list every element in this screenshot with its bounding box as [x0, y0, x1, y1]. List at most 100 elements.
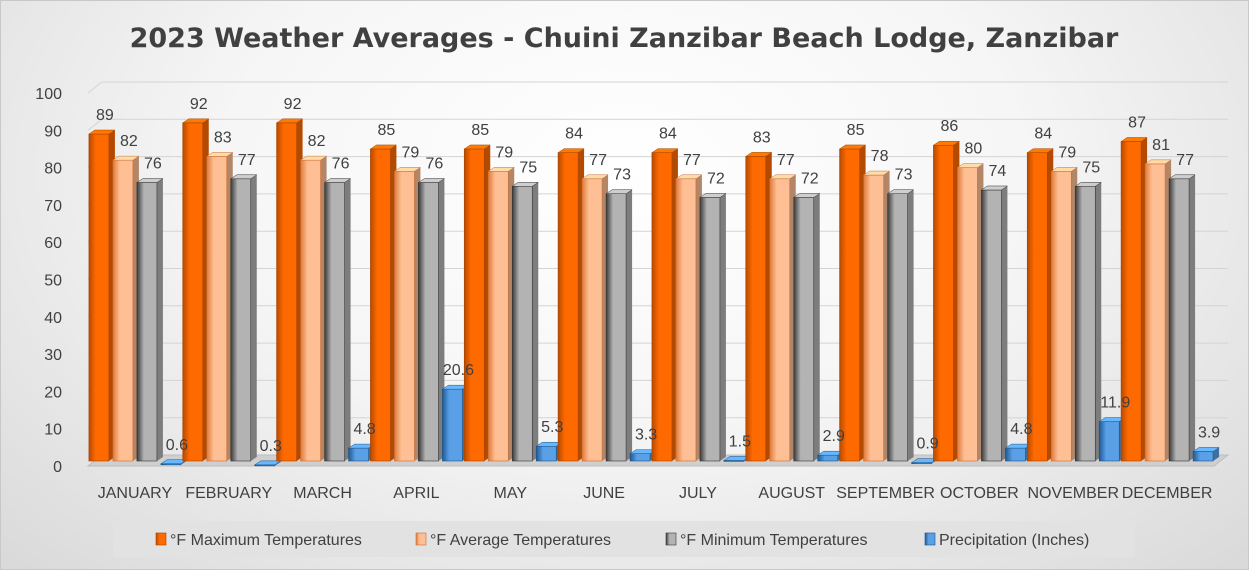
bar-front [511, 185, 533, 462]
bar-top [275, 118, 304, 124]
category-label: JULY [679, 485, 717, 502]
bar-front [581, 178, 603, 462]
bar [932, 140, 961, 462]
category-label: OCTOBER [940, 485, 1019, 502]
data-label: 73 [895, 167, 913, 184]
data-label: 85 [471, 122, 489, 139]
data-label: 73 [613, 167, 631, 184]
bar-top [1144, 159, 1172, 165]
bar-front [136, 182, 158, 462]
data-label: 4.8 [1010, 421, 1032, 438]
bar [88, 129, 116, 462]
data-label: 81 [1152, 137, 1170, 154]
bar-top [369, 144, 398, 150]
bar [792, 193, 821, 462]
data-label: 0.9 [916, 436, 938, 453]
data-label: 82 [120, 133, 138, 150]
category-label: APRIL [393, 485, 439, 502]
data-label: 77 [238, 152, 256, 169]
bar-front [793, 197, 815, 462]
bar [675, 174, 703, 462]
legend-background [113, 521, 1135, 557]
data-label: 0.3 [260, 438, 282, 455]
bar [369, 144, 398, 462]
bar-front [1098, 421, 1120, 462]
data-label: 85 [378, 122, 396, 139]
data-label: 80 [965, 141, 983, 158]
category-label: MARCH [293, 485, 352, 502]
bar-front [348, 447, 369, 462]
data-label: 20.6 [443, 362, 474, 379]
bar [980, 185, 1009, 462]
bar [205, 152, 234, 462]
bar [299, 155, 328, 462]
bar-top [136, 178, 164, 183]
data-label: 11.9 [1100, 395, 1130, 412]
data-label: 0.6 [166, 437, 188, 454]
bar [511, 182, 540, 462]
bar-front [463, 148, 485, 462]
bar-top [651, 148, 679, 153]
bar-side [719, 193, 726, 461]
bar [1050, 167, 1079, 462]
bar-front [769, 178, 791, 462]
data-label: 83 [753, 129, 771, 146]
bar [463, 144, 492, 462]
y-tick-label: 100 [35, 86, 62, 103]
y-tick-label: 80 [44, 161, 62, 178]
category-label: DECEMBER [1122, 485, 1213, 502]
bar-top [838, 144, 867, 150]
bar-front [1050, 171, 1072, 462]
bar-front [300, 159, 321, 462]
bars [88, 118, 1220, 467]
gridline [87, 81, 1228, 94]
data-label: 75 [519, 159, 537, 176]
bar [136, 178, 164, 462]
bar-side [1213, 447, 1220, 461]
bar [393, 167, 422, 462]
data-label: 76 [332, 156, 350, 173]
bar-front [324, 182, 345, 462]
data-label: 3.9 [1198, 424, 1220, 441]
bar-front [981, 189, 1002, 462]
bar-front [276, 122, 297, 462]
bar-top [487, 167, 516, 172]
y-tick-label: 70 [44, 198, 62, 215]
bar-top [932, 140, 961, 146]
y-tick-label: 0 [53, 459, 62, 476]
data-label: 84 [565, 126, 583, 143]
data-label: 77 [777, 152, 795, 169]
bar-top [1120, 137, 1148, 142]
bar-front [182, 122, 204, 462]
category-label: FEBRUARY [185, 485, 272, 502]
category-label: JUNE [583, 485, 625, 502]
data-label: 83 [214, 129, 232, 146]
bar-top [1192, 447, 1220, 452]
data-label: 74 [989, 163, 1007, 180]
legend-swatch [415, 532, 427, 546]
legend-swatch [665, 532, 677, 546]
bar-front [839, 148, 860, 462]
data-label: 72 [801, 170, 819, 187]
y-tick-label: 30 [44, 347, 62, 364]
bar [605, 189, 633, 462]
category-labels: JANUARY FEBRUARY MARCH APRIL MAY JUNE JULY AUGU… [98, 485, 1213, 502]
bar [886, 189, 915, 462]
bar-top [792, 193, 821, 198]
bar-top [417, 178, 446, 183]
y-tick-label: 50 [44, 273, 62, 290]
bar-top [581, 174, 609, 180]
bar [956, 163, 985, 462]
y-tick-label: 10 [44, 422, 62, 439]
bar-front [487, 171, 509, 462]
bar-front [887, 193, 908, 462]
bar-front [745, 156, 767, 462]
bar [1026, 148, 1055, 462]
data-label: 86 [941, 118, 959, 135]
bar [744, 152, 773, 462]
bar-top [205, 152, 234, 157]
category-label: AUGUST [758, 485, 825, 502]
bar-front [1168, 178, 1190, 462]
chart-title: 2023 Weather Averages - Chuini Zanzibar … [130, 23, 1119, 54]
data-labels: 89 82 76 0.6 92 83 77 0.3 92 82 76 4.8 85 79 76 20.6 85 7… [96, 96, 1220, 455]
